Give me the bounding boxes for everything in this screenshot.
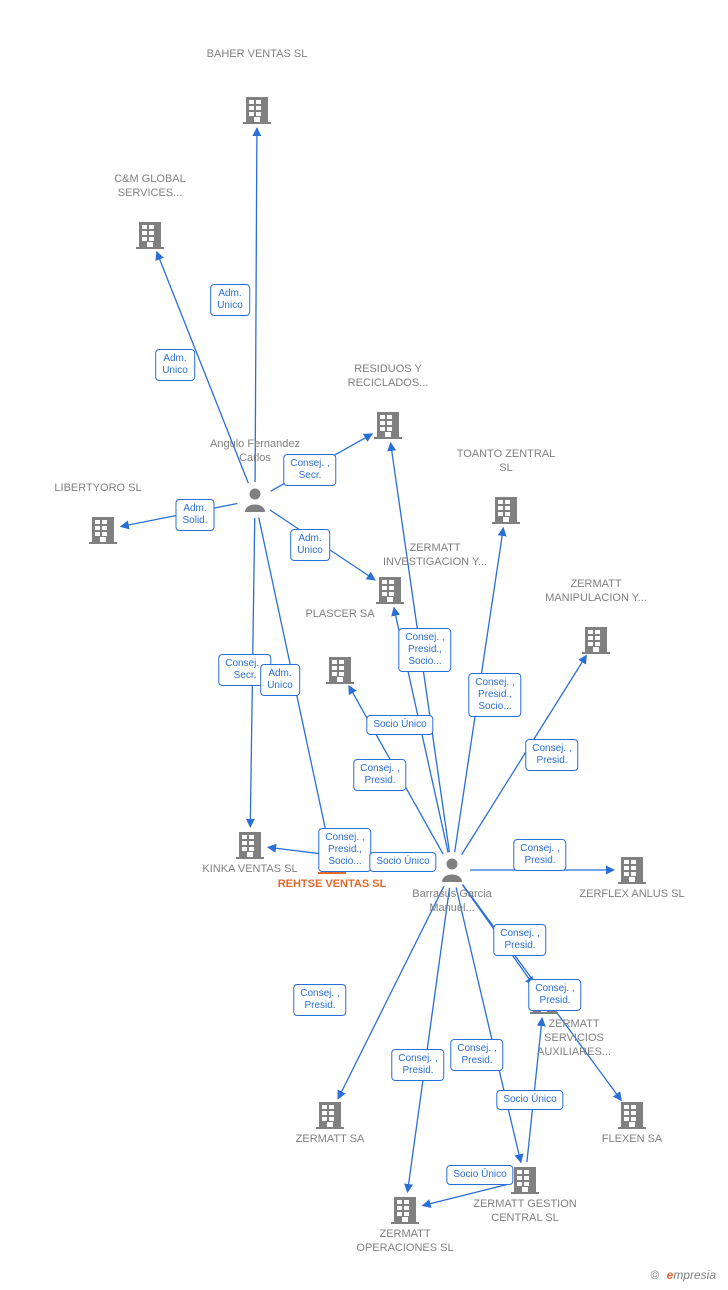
building-icon[interactable] xyxy=(136,222,164,249)
edge-line xyxy=(268,847,434,868)
edge-line xyxy=(455,528,504,852)
building-icon[interactable] xyxy=(582,627,610,654)
person-icon[interactable] xyxy=(245,489,265,513)
edge-line xyxy=(270,510,375,580)
edge-line xyxy=(391,443,450,852)
building-icon[interactable] xyxy=(376,577,404,604)
building-icon[interactable] xyxy=(318,847,346,874)
building-icon[interactable] xyxy=(492,497,520,524)
edge-line xyxy=(255,128,257,482)
brand-rest: mpresia xyxy=(673,1268,716,1282)
edge-line xyxy=(259,518,328,843)
copyright-symbol: © xyxy=(650,1268,659,1282)
building-icon[interactable] xyxy=(618,1102,646,1129)
building-icon[interactable] xyxy=(243,97,271,124)
building-icon[interactable] xyxy=(530,987,558,1014)
edge-line xyxy=(422,1184,507,1205)
edge-line xyxy=(250,518,254,827)
edge-line xyxy=(157,252,249,484)
building-icon[interactable] xyxy=(89,517,117,544)
building-icon[interactable] xyxy=(391,1197,419,1224)
edge-line xyxy=(527,1018,542,1162)
edge-line xyxy=(271,434,373,491)
building-icon[interactable] xyxy=(316,1102,344,1129)
building-icon[interactable] xyxy=(236,832,264,859)
building-icon[interactable] xyxy=(511,1167,539,1194)
diagram-canvas xyxy=(0,0,728,1290)
edge-line xyxy=(456,888,521,1163)
person-icon[interactable] xyxy=(442,859,462,883)
building-icon[interactable] xyxy=(374,412,402,439)
edge-line xyxy=(338,886,444,1099)
edge-line xyxy=(407,888,449,1192)
edge-line xyxy=(121,503,238,526)
building-icon[interactable] xyxy=(326,657,354,684)
building-icon[interactable] xyxy=(618,857,646,884)
footer-credit: © empresia xyxy=(650,1268,716,1282)
